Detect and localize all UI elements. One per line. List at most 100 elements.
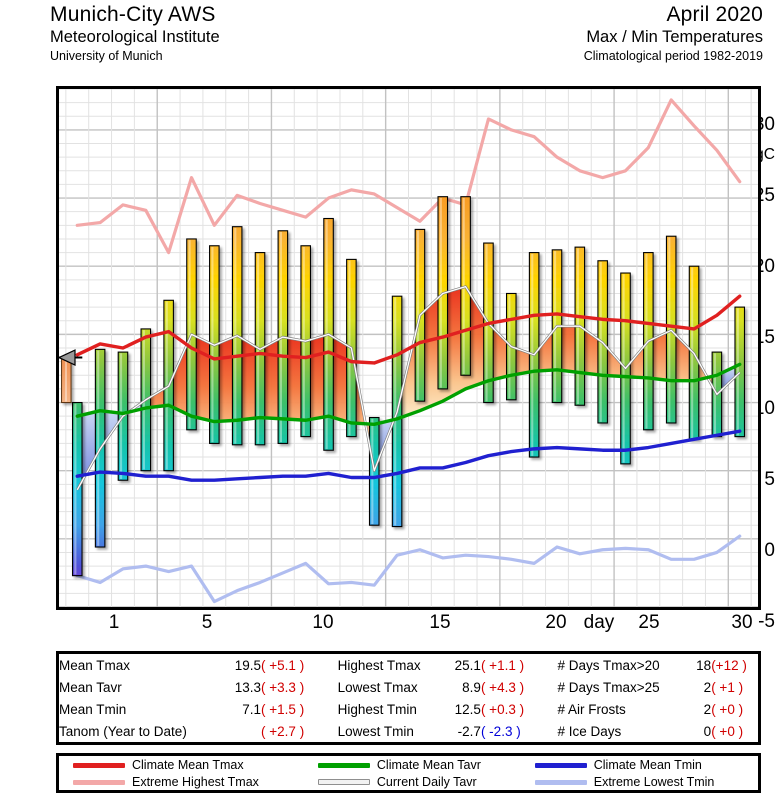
x-tick-25: 25 <box>638 612 660 633</box>
stat-value: 2 <box>703 701 712 717</box>
x-tick-15: 15 <box>429 612 451 633</box>
spacer <box>538 676 558 698</box>
stat-label: # Days Tmax>20 <box>557 657 660 673</box>
stat-anomaly: ( +5.1 ) <box>261 657 305 673</box>
stat-anomaly: ( +0.3 ) <box>480 701 525 717</box>
stat-label: Highest Tmax <box>337 657 421 673</box>
temperature-chart-svg <box>59 89 758 607</box>
legend-item: Current Daily Tavr <box>304 773 521 790</box>
legend-swatch <box>317 779 370 786</box>
monthly-mean-arrow-icon <box>59 349 76 366</box>
climate-mean-lines <box>75 285 742 491</box>
x-tick-5: 5 <box>201 612 213 633</box>
stat-value: 25.1 <box>454 657 481 673</box>
stat-label: # Days Tmax>25 <box>557 679 660 695</box>
stat-label: Highest Tmin <box>337 701 417 717</box>
stat-value <box>227 720 261 742</box>
x-tick-30: 30 <box>731 612 753 633</box>
legend-item: Extreme Lowest Tmin <box>521 773 758 790</box>
stat-value: -2.7 <box>457 723 481 739</box>
header-right: April 2020 Max / Min Temperatures Climat… <box>584 2 763 65</box>
spacer <box>538 698 558 720</box>
stat-value: 2 <box>703 679 712 695</box>
spacer <box>318 720 338 742</box>
spacer <box>318 676 338 698</box>
legend-item: Climate Mean Tmax <box>59 756 304 773</box>
stat-anomaly: (+12 ) <box>711 657 747 673</box>
stat-anomaly: ( +3.3 ) <box>261 679 305 695</box>
stat-anomaly: ( +1.5 ) <box>261 701 305 717</box>
stat-label: # Air Frosts <box>557 701 626 717</box>
x-tick-20: 20 <box>545 612 567 633</box>
extreme-lines <box>75 98 742 604</box>
legend-row: Climate Mean Tmax Climate Mean Tavr Climat… <box>59 756 758 773</box>
stat-anomaly: ( +1.1 ) <box>480 657 525 673</box>
legend-label: Extreme Highest Tmax <box>132 774 259 789</box>
stat-value: 7.1 <box>242 701 262 717</box>
spacer <box>318 654 338 676</box>
stat-anomaly: ( -2.3 ) <box>480 723 521 739</box>
x-axis: 1 5 10 15 20 day 25 30 <box>0 612 775 642</box>
monthly-mean-marker <box>59 349 83 404</box>
legend-item: Climate Mean Tmin <box>521 756 758 773</box>
stat-value: 13.3 <box>234 679 262 695</box>
chart-legend: Climate Mean Tmax Climate Mean Tavr Climat… <box>56 753 761 793</box>
legend-item: Extreme Highest Tmax <box>59 773 304 790</box>
spacer <box>538 654 558 676</box>
stat-label: Mean Tavr <box>59 679 122 695</box>
legend-label: Current Daily Tavr <box>376 774 477 789</box>
university-label: University of Munich <box>50 49 163 63</box>
spacer <box>538 720 558 742</box>
legend-label: Climate Mean Tmin <box>593 757 702 772</box>
legend-swatch <box>73 762 125 768</box>
legend-swatch <box>73 779 125 785</box>
x-axis-label: day <box>583 612 615 633</box>
stat-value: 12.5 <box>454 701 481 717</box>
daily-range-bar <box>734 306 746 438</box>
legend-swatch <box>534 779 587 785</box>
chart-subtitle: Max / Min Temperatures <box>586 28 763 46</box>
stat-label: Mean Tmin <box>59 701 127 717</box>
legend-swatch <box>317 762 370 768</box>
stat-anomaly: ( +0 ) <box>711 723 744 739</box>
stat-label: Mean Tmax <box>59 657 131 673</box>
y-tick-m5: -5 <box>758 611 775 632</box>
legend-label: Climate Mean Tmax <box>132 757 244 772</box>
plot-canvas <box>59 89 758 607</box>
stats-row: Mean Tmax 19.5( +5.1 ) Highest Tmax 25.1( +… <box>59 654 758 676</box>
legend-item: Climate Mean Tavr <box>304 756 521 773</box>
stat-anomaly: ( +2.7 ) <box>261 723 305 739</box>
legend-swatch <box>534 762 587 768</box>
stat-label: # Ice Days <box>557 723 622 739</box>
stat-value: 8.9 <box>462 679 481 695</box>
legend-row: Extreme Highest Tmax Current Daily Tavr Ex… <box>59 773 758 790</box>
chart-plot-area <box>56 86 761 610</box>
station-title: Munich-City AWS <box>50 3 216 26</box>
stat-label: Lowest Tmax <box>337 679 418 695</box>
stat-anomaly: ( +0 ) <box>711 701 744 717</box>
month-title: April 2020 <box>666 3 763 26</box>
stats-row: Mean Tmin 7.1( +1.5 ) Highest Tmin 12.5( +0… <box>59 698 758 720</box>
legend-label: Extreme Lowest Tmin <box>593 774 715 789</box>
stat-anomaly: ( +1 ) <box>711 679 744 695</box>
x-tick-10: 10 <box>312 612 334 633</box>
statistics-table: Mean Tmax 19.5( +5.1 ) Highest Tmax 25.1( +… <box>56 651 761 745</box>
stats-row: Mean Tavr 13.3( +3.3 ) Lowest Tmax 8.9( +4.… <box>59 676 758 698</box>
x-tick-1: 1 <box>108 612 120 633</box>
y-tick-0: 0 <box>764 540 775 561</box>
stat-value: 19.5 <box>234 657 262 673</box>
stats-row: Tanom (Year to Date) ( +2.7 ) Lowest Tmin -… <box>59 720 758 742</box>
spacer <box>318 698 338 720</box>
stat-label: Tanom (Year to Date) <box>59 723 187 739</box>
institute-label: Meteorological Institute <box>50 28 220 46</box>
legend-label: Climate Mean Tavr <box>376 757 481 772</box>
stat-label: Lowest Tmin <box>337 723 414 739</box>
stat-value: 18 <box>696 657 712 673</box>
stat-value: 0 <box>703 723 712 739</box>
y-tick-5: 5 <box>764 469 775 490</box>
stat-anomaly: ( +4.3 ) <box>480 679 525 695</box>
header-left: Munich-City AWS Meteorological Institute… <box>50 2 220 65</box>
page-header: Munich-City AWS Meteorological Institute… <box>0 0 775 86</box>
climate-period-label: Climatological period 1982-2019 <box>583 49 763 63</box>
